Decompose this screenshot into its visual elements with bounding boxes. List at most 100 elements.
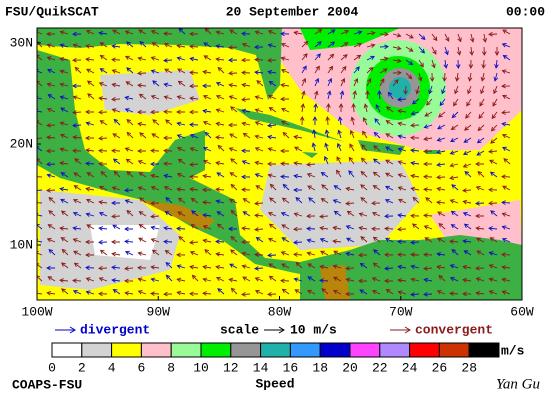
wind-arrow xyxy=(306,173,316,178)
wind-arrow xyxy=(384,198,394,204)
wind-arrow xyxy=(293,226,303,232)
wind-arrow xyxy=(488,200,498,206)
colorbar-title: Speed xyxy=(255,376,294,391)
wind-arrow xyxy=(85,44,95,49)
wind-arrow xyxy=(384,278,394,284)
wind-arrow xyxy=(37,54,43,61)
convergent-label: convergent xyxy=(415,322,493,337)
wind-arrow xyxy=(476,250,485,256)
wind-arrow xyxy=(410,160,420,166)
wind-arrow xyxy=(202,146,212,152)
wind-arrow xyxy=(481,59,486,69)
wind-arrow xyxy=(202,213,212,218)
wind-arrow xyxy=(125,158,134,165)
wind-arrow xyxy=(268,80,277,87)
colorbar-swatch xyxy=(260,342,291,358)
wind-arrow xyxy=(340,54,348,61)
wind-arrow xyxy=(501,43,511,48)
wind-arrow xyxy=(371,277,381,282)
wind-arrow xyxy=(326,103,331,113)
wind-arrow xyxy=(176,109,185,115)
wind-arrow xyxy=(349,143,355,152)
wind-arrow xyxy=(449,276,459,282)
colorbar-swatch xyxy=(140,342,172,358)
wind-arrow xyxy=(314,65,320,74)
wind-arrow xyxy=(325,116,330,126)
wind-arrow xyxy=(86,68,95,74)
wind-arrow xyxy=(475,226,485,231)
wind-arrow xyxy=(72,226,82,231)
wind-arrow xyxy=(189,162,199,167)
wind-arrow xyxy=(475,161,484,167)
wind-arrow xyxy=(137,83,147,88)
wind-arrow xyxy=(423,266,433,271)
wind-arrow xyxy=(319,214,329,219)
wind-arrow xyxy=(439,98,446,107)
wind-arrow xyxy=(124,55,134,61)
wind-arrow xyxy=(293,240,303,245)
lon-label: 100W xyxy=(21,304,52,319)
wind-arrow xyxy=(423,136,433,142)
lat-label: 30N xyxy=(10,35,33,50)
wind-arrow xyxy=(451,248,459,256)
wind-arrow xyxy=(178,28,186,35)
wind-arrow xyxy=(293,212,303,217)
wind-arrow xyxy=(230,209,238,217)
wind-arrow xyxy=(241,226,251,231)
wind-arrow xyxy=(85,239,94,245)
wind-arrow xyxy=(392,79,399,87)
wind-arrow xyxy=(37,136,43,141)
wind-arrow xyxy=(436,200,446,205)
wind-arrow xyxy=(501,69,511,74)
wind-arrow xyxy=(215,187,225,192)
wind-arrow xyxy=(306,251,316,256)
wind-arrow xyxy=(72,31,82,37)
wind-arrow xyxy=(449,239,459,244)
wind-arrow xyxy=(254,213,264,218)
wind-arrow xyxy=(229,133,238,139)
wind-arrow xyxy=(176,277,186,283)
wind-arrow xyxy=(73,172,82,178)
wind-arrow xyxy=(502,146,511,152)
wind-arrow xyxy=(150,109,160,115)
wind-arrow xyxy=(280,96,290,102)
wind-arrow xyxy=(189,70,199,75)
wind-arrow xyxy=(492,98,498,107)
wind-arrow xyxy=(191,274,199,282)
wind-arrow xyxy=(189,109,199,115)
wind-arrow xyxy=(37,146,43,152)
wind-arrow xyxy=(267,161,277,167)
wind-arrow xyxy=(361,144,368,152)
wind-arrow xyxy=(455,59,461,69)
wind-arrow xyxy=(410,186,420,192)
colorbar-swatch xyxy=(409,342,440,358)
wind-arrow xyxy=(47,276,56,282)
wind-arrow xyxy=(60,107,69,113)
wind-arrow xyxy=(191,210,199,217)
wind-arrow xyxy=(163,226,173,231)
wind-arrow xyxy=(202,264,212,270)
wind-arrow xyxy=(164,68,173,74)
wind-arrow xyxy=(202,173,212,179)
wind-arrow xyxy=(494,59,499,69)
wind-arrow xyxy=(431,46,437,55)
wind-arrow xyxy=(217,66,225,74)
wind-arrow xyxy=(295,261,303,269)
wind-arrow xyxy=(139,40,147,48)
wind-arrow xyxy=(308,197,316,204)
wind-arrow xyxy=(449,264,459,269)
wind-arrow xyxy=(254,201,264,206)
wind-arrow xyxy=(387,91,394,100)
wind-arrow xyxy=(228,277,238,283)
wind-arrow xyxy=(46,238,56,243)
wind-arrow xyxy=(411,98,420,105)
wind-arrow xyxy=(294,289,303,295)
wind-arrow xyxy=(312,129,317,139)
wind-arrow xyxy=(385,120,394,126)
colorbar-label: 0 xyxy=(48,360,56,375)
wind-arrow xyxy=(267,211,277,217)
speed-region xyxy=(300,28,400,50)
wind-arrow xyxy=(281,237,290,243)
wind-arrow xyxy=(86,172,95,178)
